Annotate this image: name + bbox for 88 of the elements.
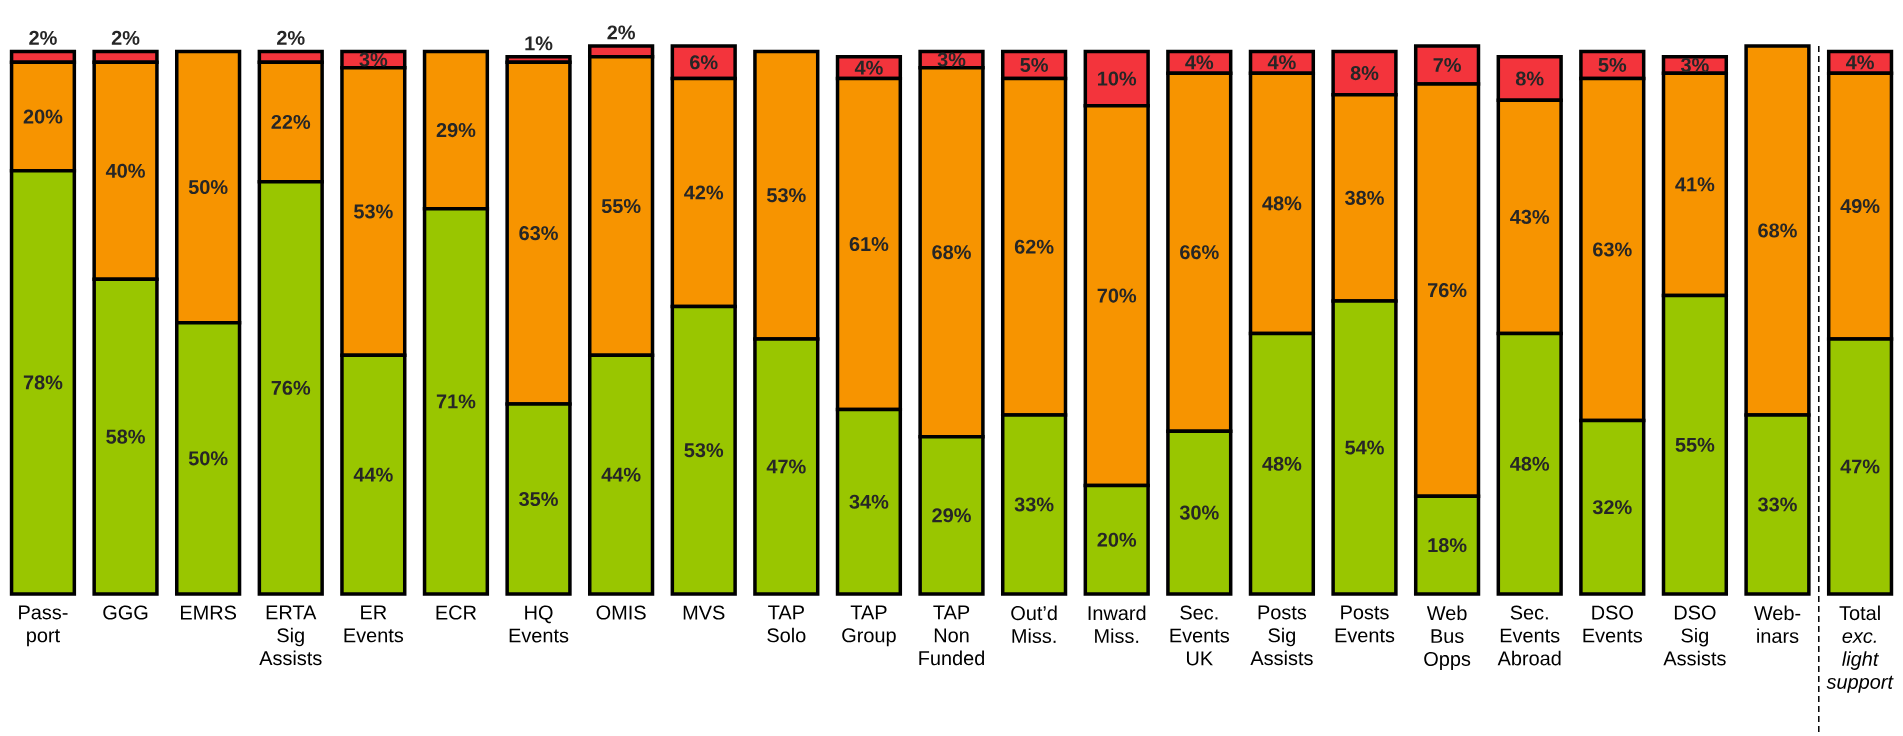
x-tick-label: HQ Events: [509, 605, 569, 643]
data-label: 53%: [354, 204, 393, 219]
x-tick-label: TAP Group: [842, 605, 896, 647]
data-label: 49%: [1840, 199, 1880, 214]
x-tick-label: EMRS: [181, 605, 237, 620]
data-label: 62%: [1014, 239, 1054, 254]
data-label: 20%: [1097, 532, 1137, 547]
data-label: 50%: [188, 180, 228, 195]
data-label: 76%: [1428, 283, 1467, 298]
data-label: 66%: [1180, 245, 1219, 260]
x-tick-label: TAP Solo: [767, 605, 806, 643]
data-label: 48%: [1262, 196, 1302, 211]
data-label: 33%: [1758, 497, 1797, 512]
data-label: 35%: [519, 491, 558, 507]
data-label: 32%: [1592, 500, 1632, 515]
data-label: 3%: [937, 52, 966, 67]
data-label: 3%: [359, 52, 388, 67]
data-label: 40%: [105, 163, 145, 178]
x-tick-label: Web-inars: [1753, 605, 1801, 644]
data-label: 4%: [854, 60, 883, 75]
x-tick-label: Out’d Miss.: [1011, 605, 1057, 644]
x-tick-label: GGG: [103, 605, 148, 620]
data-label: 48%: [1510, 456, 1550, 471]
data-label: 5%: [1598, 57, 1627, 73]
data-label: 68%: [932, 245, 971, 260]
data-label: 50%: [188, 451, 228, 466]
data-label: 7%: [1433, 57, 1461, 72]
data-label: 61%: [849, 236, 889, 252]
data-label: 2%: [277, 30, 305, 45]
data-label: 53%: [766, 188, 806, 203]
data-label: 4%: [1845, 55, 1874, 70]
data-label: 8%: [1515, 71, 1544, 86]
data-label: 33%: [1014, 497, 1054, 512]
data-label: 3%: [1680, 57, 1709, 73]
data-label: 42%: [684, 185, 724, 200]
x-tick-label: Posts Sig Assists: [1250, 605, 1313, 666]
data-label: 4%: [1185, 55, 1214, 70]
x-tick-label: Sec. Events Abroad: [1497, 605, 1561, 666]
x-tick-label: Web Bus Opps: [1424, 605, 1471, 670]
data-label: 44%: [601, 467, 641, 482]
data-label: 5%: [1020, 57, 1048, 73]
data-label: 29%: [436, 123, 476, 138]
data-label: 53%: [684, 443, 724, 458]
x-tick-label: Pass-port: [19, 605, 68, 647]
data-label: 38%: [1345, 190, 1384, 205]
data-label: 6%: [690, 55, 718, 70]
data-label: 43%: [1510, 209, 1550, 224]
data-label: 8%: [1350, 66, 1379, 81]
data-label: 1%: [525, 36, 553, 51]
data-label: 18%: [1428, 538, 1467, 553]
data-label: 41%: [1675, 177, 1715, 192]
x-tick-label: TAP Non Funded: [919, 605, 985, 666]
data-label: 44%: [353, 467, 393, 482]
data-label: 47%: [766, 459, 806, 474]
data-label: 76%: [271, 380, 311, 395]
x-tick-label: Total exc. light support: [1826, 605, 1894, 693]
data-label: 22%: [271, 114, 311, 129]
x-tick-label: ERTA Sig Assists: [259, 605, 322, 666]
data-label: 70%: [1097, 288, 1137, 303]
data-label: 68%: [1758, 223, 1797, 238]
data-label: 34%: [849, 494, 889, 509]
data-label: 20%: [23, 109, 63, 124]
x-tick-label: ER Events: [344, 605, 404, 643]
data-label: 2%: [29, 30, 57, 45]
x-tick-label: DSO Events: [1583, 605, 1643, 643]
data-label: 29%: [932, 508, 971, 523]
data-label: 63%: [519, 226, 558, 241]
data-label: 54%: [1345, 440, 1384, 455]
x-tick-label: OMIS: [596, 605, 646, 620]
x-tick-label: Inward Miss.: [1088, 605, 1146, 644]
data-label: 55%: [601, 199, 641, 214]
x-tick-label: MVS: [683, 605, 725, 620]
data-label: 71%: [436, 394, 476, 409]
x-tick-label: ECR: [436, 605, 477, 620]
data-label: 78%: [23, 375, 63, 390]
data-label: 30%: [1179, 505, 1219, 520]
data-label: 4%: [1267, 55, 1296, 70]
data-label: 58%: [106, 429, 145, 444]
data-label: 63%: [1593, 242, 1632, 257]
x-tick-label: DSO Sig Assists: [1663, 605, 1726, 666]
data-label: 55%: [1675, 437, 1715, 452]
data-label: 2%: [607, 25, 635, 40]
data-label: 48%: [1262, 456, 1302, 471]
data-label: 2%: [111, 30, 140, 45]
data-label: 10%: [1098, 71, 1137, 86]
data-label: 47%: [1840, 459, 1880, 474]
x-tick-label: Posts Events: [1335, 605, 1395, 643]
x-tick-label: Sec. Events UK: [1170, 605, 1230, 666]
